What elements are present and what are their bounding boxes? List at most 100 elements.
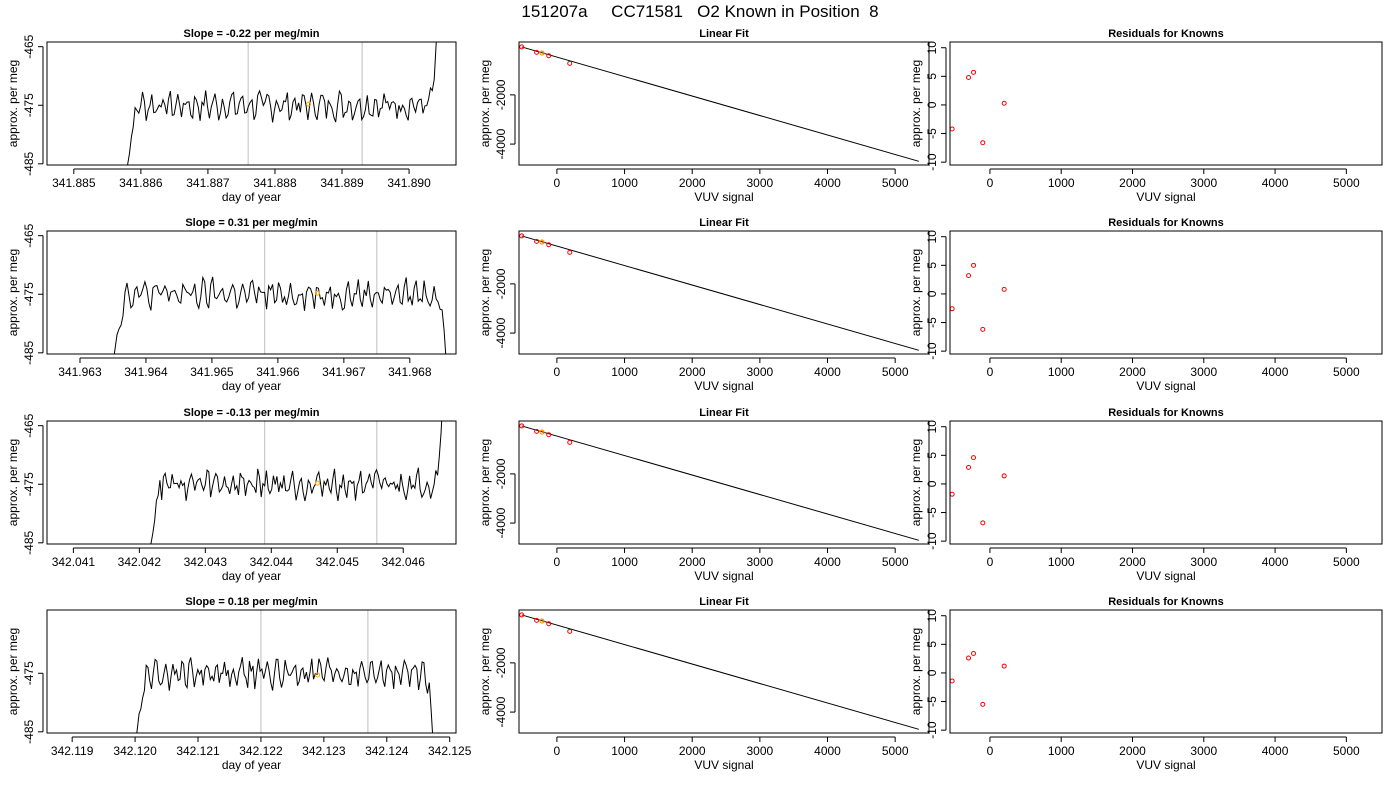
y-tick-label: 5 [925, 73, 939, 80]
y-tick-label: -465 [22, 413, 36, 437]
y-axis-label: approx. per meg [909, 249, 923, 336]
y-tick-label: 5 [925, 641, 939, 648]
x-tick-label: 1000 [1048, 744, 1075, 758]
data-point [980, 520, 986, 526]
x-tick-label: 5000 [882, 555, 909, 569]
y-tick-label: 10 [925, 230, 939, 244]
x-axis-label: VUV signal [1136, 569, 1195, 583]
x-tick-label: 342.119 [51, 744, 94, 758]
data-point [966, 74, 972, 80]
plot-frame [518, 609, 930, 734]
x-tick-label: 342.046 [382, 555, 426, 569]
x-tick-label: 4000 [814, 365, 841, 379]
y-tick-label: 0 [925, 669, 939, 676]
data-point [534, 428, 540, 434]
x-tick-label: 2000 [679, 555, 706, 569]
panel-r0-c2: Residuals for Knowns VUV signal approx. pe… [909, 28, 1383, 204]
plot-frame [46, 230, 457, 355]
plot-frame [949, 230, 1383, 355]
data-point [966, 273, 972, 279]
x-tick-label: 342.043 [184, 555, 228, 569]
panel-title: Linear Fit [699, 28, 749, 40]
x-tick-label: 5000 [1333, 555, 1360, 569]
plot-frame [46, 420, 457, 545]
x-tick-label: 3000 [1190, 555, 1217, 569]
panel-title: Residuals for Knowns [1108, 596, 1224, 608]
y-tick-label: 5 [925, 262, 939, 269]
plot-frame [46, 41, 457, 166]
y-tick-label: 0 [925, 101, 939, 108]
y-axis-label: approx. per meg [6, 249, 20, 336]
x-axis-label: VUV signal [694, 379, 753, 393]
y-tick-label: -4000 [494, 507, 508, 538]
y-tick-label: -5 [925, 696, 939, 707]
plot-frame [518, 230, 930, 355]
highlight-point [539, 618, 545, 624]
y-tick-label: -475 [22, 661, 36, 685]
data-point [971, 262, 977, 268]
fit-line [521, 235, 919, 351]
x-tick-label: 1000 [1048, 176, 1075, 190]
x-tick-label: 4000 [1262, 176, 1289, 190]
data-point [1001, 286, 1007, 292]
x-tick-label: 342.122 [239, 744, 283, 758]
x-tick-label: 342.041 [52, 555, 96, 569]
y-tick-label: -485 [22, 341, 36, 365]
highlight-point [539, 50, 545, 56]
plot-frame [518, 420, 930, 545]
y-tick-label: -465 [22, 34, 36, 58]
panel-title: Slope = -0.13 per meg/min [183, 407, 319, 419]
x-tick-label: 0 [554, 176, 561, 190]
data-point [519, 233, 525, 239]
x-tick-label: 0 [554, 365, 561, 379]
x-tick-label: 4000 [1262, 365, 1289, 379]
data-point [966, 655, 972, 661]
x-tick-label: 341.885 [52, 176, 96, 190]
x-tick-label: 5000 [882, 744, 909, 758]
data-point [534, 49, 540, 55]
plot-area [950, 650, 1007, 707]
x-tick-label: 342.044 [250, 555, 294, 569]
x-tick-label: 341.886 [119, 176, 163, 190]
plot-frame [518, 41, 930, 166]
y-axis-label: approx. per meg [478, 249, 492, 336]
y-tick-label: -465 [22, 223, 36, 247]
x-tick-label: 0 [987, 555, 994, 569]
panel-r2-c0: Slope = -0.13 per meg/min day of year appr… [6, 407, 457, 583]
data-point [971, 650, 977, 656]
data-series-line [126, 42, 437, 165]
x-tick-label: 2000 [1119, 555, 1146, 569]
x-tick-label: 342.042 [118, 555, 162, 569]
data-series-line [136, 657, 434, 733]
x-tick-label: 4000 [1262, 555, 1289, 569]
y-tick-label: -2000 [494, 79, 508, 110]
y-tick-label: -485 [22, 531, 36, 555]
panel-r1-c0: Slope = 0.31 per meg/min day of year appro… [6, 217, 457, 393]
x-tick-label: 5000 [882, 365, 909, 379]
x-tick-label: 1000 [1048, 555, 1075, 569]
data-point [1001, 473, 1007, 479]
plot-area [519, 233, 919, 351]
x-tick-label: 3000 [1190, 176, 1217, 190]
y-tick-label: -485 [22, 720, 36, 744]
x-tick-label: 341.964 [124, 365, 168, 379]
x-tick-label: 0 [987, 176, 994, 190]
x-axis-label: VUV signal [694, 758, 753, 772]
y-tick-label: -10 [925, 342, 939, 360]
x-tick-label: 2000 [679, 744, 706, 758]
plot-area [950, 262, 1007, 332]
y-tick-label: -485 [22, 152, 36, 176]
data-point [950, 491, 955, 497]
y-tick-label: 10 [925, 420, 939, 434]
data-point [950, 126, 955, 132]
panel-title: Residuals for Knowns [1108, 217, 1224, 229]
data-point [980, 326, 986, 332]
panel-title: Linear Fit [699, 596, 749, 608]
y-axis-label: approx. per meg [478, 439, 492, 526]
plot-area [950, 455, 1007, 526]
plot-area [519, 44, 919, 162]
highlight-point [305, 101, 311, 107]
data-point [567, 249, 573, 255]
plot-area [136, 610, 434, 733]
